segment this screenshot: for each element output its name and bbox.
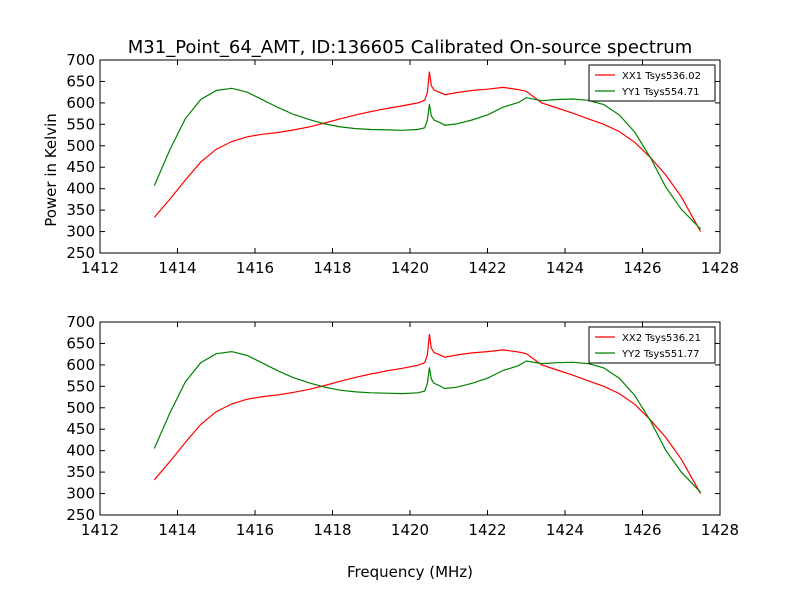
y-tick-label: 400	[66, 180, 95, 198]
y-tick-label: 400	[66, 442, 95, 460]
series-line-1	[153, 333, 702, 494]
top-panel: 1412 1414 1416 1418 1420 1422 1424 1426 1428 250 3…	[66, 51, 739, 277]
legend-entry: XX2 Tsys536.21	[622, 333, 701, 344]
y-tick-label: 450	[66, 158, 95, 176]
x-tick-label: 1418	[313, 521, 351, 539]
y-tick-label: 550	[66, 115, 95, 133]
x-tick-label: 1422	[468, 259, 506, 277]
chart-title: M31_Point_64_AMT, ID:136605 Calibrated O…	[128, 37, 692, 58]
x-tick-label: 1424	[546, 521, 584, 539]
y-tick-label: 700	[66, 313, 95, 331]
y-tick-label: 500	[66, 399, 95, 417]
x-tick-label: 1412	[81, 521, 119, 539]
x-tick-label: 1418	[313, 259, 351, 277]
y-tick-label: 600	[66, 356, 95, 374]
legend: XX1 Tsys536.02 YY1 Tsys554.71	[588, 64, 716, 102]
y-tick-label: 300	[66, 223, 95, 241]
legend-entry: XX1 Tsys536.02	[622, 71, 701, 82]
x-tick-label: 1420	[391, 259, 429, 277]
x-tick-label: 1426	[623, 521, 661, 539]
y-tick-label: 250	[66, 506, 95, 524]
legend-box	[588, 64, 716, 102]
y-tick-label: 550	[66, 377, 95, 395]
y-tick-label: 700	[66, 51, 95, 69]
x-tick-label: 1422	[468, 521, 506, 539]
y-tick-label: 650	[66, 72, 95, 90]
x-tick-label: 1424	[546, 259, 584, 277]
y-tick-label: 350	[66, 201, 95, 219]
legend: XX2 Tsys536.21 YY2 Tsys551.77	[588, 326, 716, 364]
x-axis-label: Frequency (MHz)	[347, 563, 473, 581]
x-tick-label: 1426	[623, 259, 661, 277]
x-tick-label: 1416	[236, 259, 274, 277]
x-tick-label: 1428	[701, 521, 739, 539]
x-tick-label: 1420	[391, 521, 429, 539]
x-tick-label: 1416	[236, 521, 274, 539]
y-tick-label: 650	[66, 334, 95, 352]
y-tick-label: 450	[66, 420, 95, 438]
x-tick-label: 1414	[158, 259, 196, 277]
legend-entry: YY1 Tsys554.71	[621, 87, 700, 98]
y-tick-label: 600	[66, 94, 95, 112]
y-axis-label: Power in Kelvin	[42, 113, 60, 227]
y-tick-label: 300	[66, 485, 95, 503]
y-tick-label: 500	[66, 137, 95, 155]
series-line-2	[153, 350, 702, 493]
x-tick-label: 1414	[158, 521, 196, 539]
x-tick-label: 1412	[81, 259, 119, 277]
x-tick-label: 1428	[701, 259, 739, 277]
y-tick-label: 350	[66, 463, 95, 481]
legend-entry: YY2 Tsys551.77	[621, 349, 700, 360]
legend-box	[588, 326, 716, 364]
bottom-panel: 1412 1414 1416 1418 1420 1422 1424 1426 1428 250 3…	[66, 313, 739, 539]
series-line-1	[153, 71, 702, 232]
y-tick-label: 250	[66, 244, 95, 262]
